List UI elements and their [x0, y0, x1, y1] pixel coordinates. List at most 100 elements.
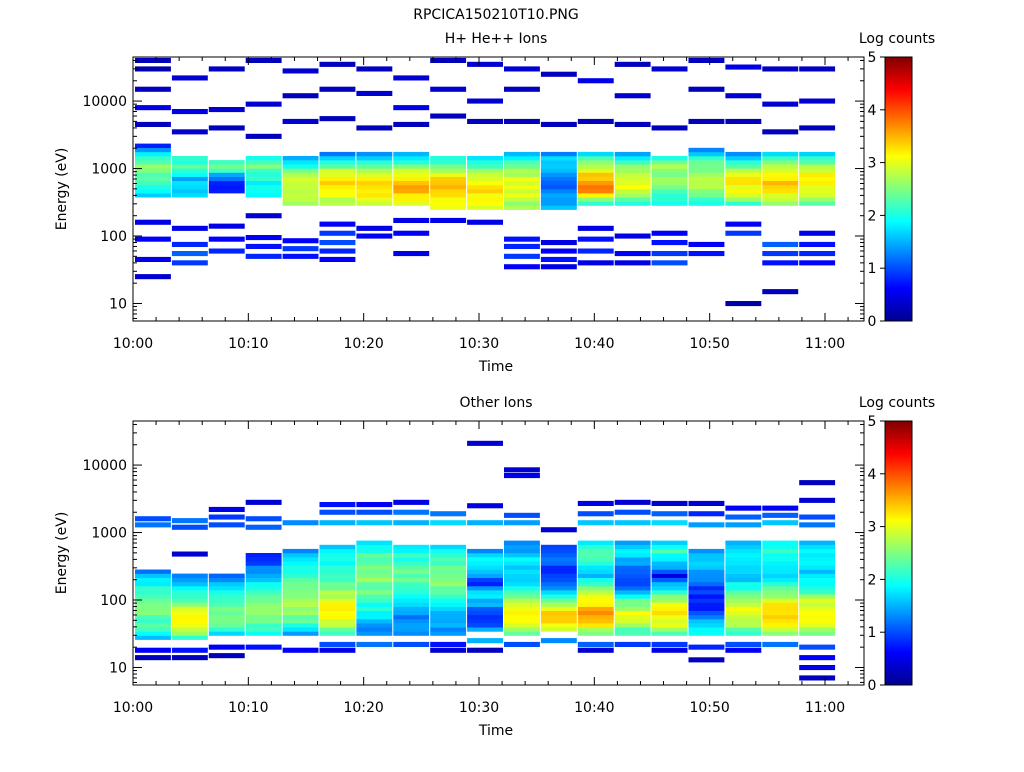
y-tick-label: 10000: [82, 94, 127, 110]
heatmap-cell: [651, 172, 688, 177]
heatmap-cell: [356, 66, 393, 72]
heatmap-cell: [319, 631, 356, 636]
heatmap-cell: [688, 590, 725, 595]
heatmap-cell: [614, 590, 651, 595]
heatmap-cell: [393, 586, 430, 591]
heatmap-cell: [799, 581, 836, 587]
heatmap-cell: [614, 164, 651, 169]
heatmap-cell: [725, 193, 762, 198]
heatmap-cell: [282, 193, 319, 198]
heatmap-cell: [356, 176, 393, 181]
heatmap-cell: [725, 540, 762, 545]
heatmap-cell: [467, 193, 503, 198]
heatmap-cell: [245, 561, 282, 566]
heatmap-cell: [504, 467, 540, 473]
heatmap-cell: [688, 644, 725, 650]
heatmap-cell: [504, 548, 540, 554]
heatmap-cell: [614, 520, 651, 526]
heatmap-cell: [762, 197, 799, 202]
heatmap-cell: [245, 614, 282, 620]
heatmap-cell: [504, 520, 540, 526]
heatmap-cell: [319, 557, 356, 562]
heatmap-cell: [651, 577, 688, 583]
heatmap-cell: [577, 561, 614, 566]
heatmap-cell: [208, 586, 245, 591]
heatmap-cell: [688, 631, 725, 636]
heatmap-cell: [171, 627, 208, 632]
heatmap-cell: [651, 548, 688, 554]
heatmap-cell: [799, 561, 836, 566]
heatmap-cell: [135, 66, 171, 72]
heatmap-cell: [135, 590, 171, 595]
heatmap-cell: [208, 248, 245, 254]
heatmap-cell: [540, 548, 577, 554]
heatmap-cell: [208, 573, 245, 578]
heatmap-cell: [504, 236, 540, 242]
x-tick-label: 11:00: [805, 336, 845, 352]
heatmap-cell: [135, 598, 171, 603]
heatmap-cell: [319, 160, 356, 165]
heatmap-cell: [504, 160, 540, 165]
heatmap-cell: [540, 180, 577, 186]
heatmap-cell: [282, 594, 319, 599]
panel-title: H+ He++ Ions: [445, 31, 548, 47]
heatmap-cell: [651, 641, 688, 647]
heatmap-cell: [725, 598, 762, 603]
heatmap-cell: [393, 160, 430, 165]
heatmap-cell: [467, 594, 503, 599]
heatmap-cell: [356, 164, 393, 169]
x-tick-label: 10:20: [343, 336, 383, 352]
heatmap-cell: [762, 569, 799, 574]
heatmap-cell: [393, 121, 430, 127]
heatmap-cell: [430, 193, 467, 198]
heatmap-cell: [688, 548, 725, 554]
heatmap-cell: [725, 514, 762, 520]
heatmap-cell: [540, 606, 577, 611]
heatmap-cell: [725, 602, 762, 607]
heatmap-cell: [614, 627, 651, 632]
heatmap-cell: [356, 540, 393, 545]
heatmap-cell: [319, 610, 356, 616]
heatmap-cell: [356, 548, 393, 554]
heatmap-cell: [725, 606, 762, 611]
heatmap-cell: [651, 201, 688, 206]
heatmap-cell: [282, 614, 319, 620]
heatmap-cell: [577, 647, 614, 653]
heatmap-cell: [135, 168, 171, 173]
heatmap-cell: [135, 635, 171, 640]
heatmap-cell: [282, 590, 319, 595]
heatmap-cell: [651, 180, 688, 186]
y-tick-label: 1000: [91, 162, 127, 178]
heatmap-cell: [651, 540, 688, 545]
colorbar-tick-label: 5: [868, 414, 877, 430]
heatmap-cell: [393, 577, 430, 583]
heatmap-cell: [651, 590, 688, 595]
heatmap-cell: [799, 573, 836, 578]
heatmap-cell: [467, 440, 503, 446]
heatmap-cell: [799, 627, 836, 632]
heatmap-cell: [577, 586, 614, 591]
heatmap-cell: [577, 581, 614, 587]
heatmap-cell: [245, 160, 282, 165]
heatmap-cell: [688, 565, 725, 570]
heatmap-cell: [393, 641, 430, 647]
heatmap-cell: [614, 557, 651, 562]
heatmap-cell: [245, 164, 282, 169]
heatmap-cell: [245, 524, 282, 530]
heatmap-cell: [356, 156, 393, 161]
heatmap-cell: [540, 614, 577, 620]
heatmap-cell: [799, 241, 836, 247]
heatmap-cell: [651, 610, 688, 616]
heatmap-cell: [319, 502, 356, 508]
heatmap-cell: [504, 544, 540, 550]
heatmap-cell: [688, 610, 725, 616]
heatmap-cell: [504, 201, 540, 206]
heatmap-cell: [282, 184, 319, 190]
heatmap-cell: [135, 610, 171, 616]
heatmap-cell: [135, 581, 171, 587]
heatmap-cell: [725, 180, 762, 186]
heatmap-cell: [577, 594, 614, 599]
heatmap-cell: [282, 561, 319, 566]
heatmap-cell: [577, 197, 614, 202]
heatmap-cell: [577, 557, 614, 562]
